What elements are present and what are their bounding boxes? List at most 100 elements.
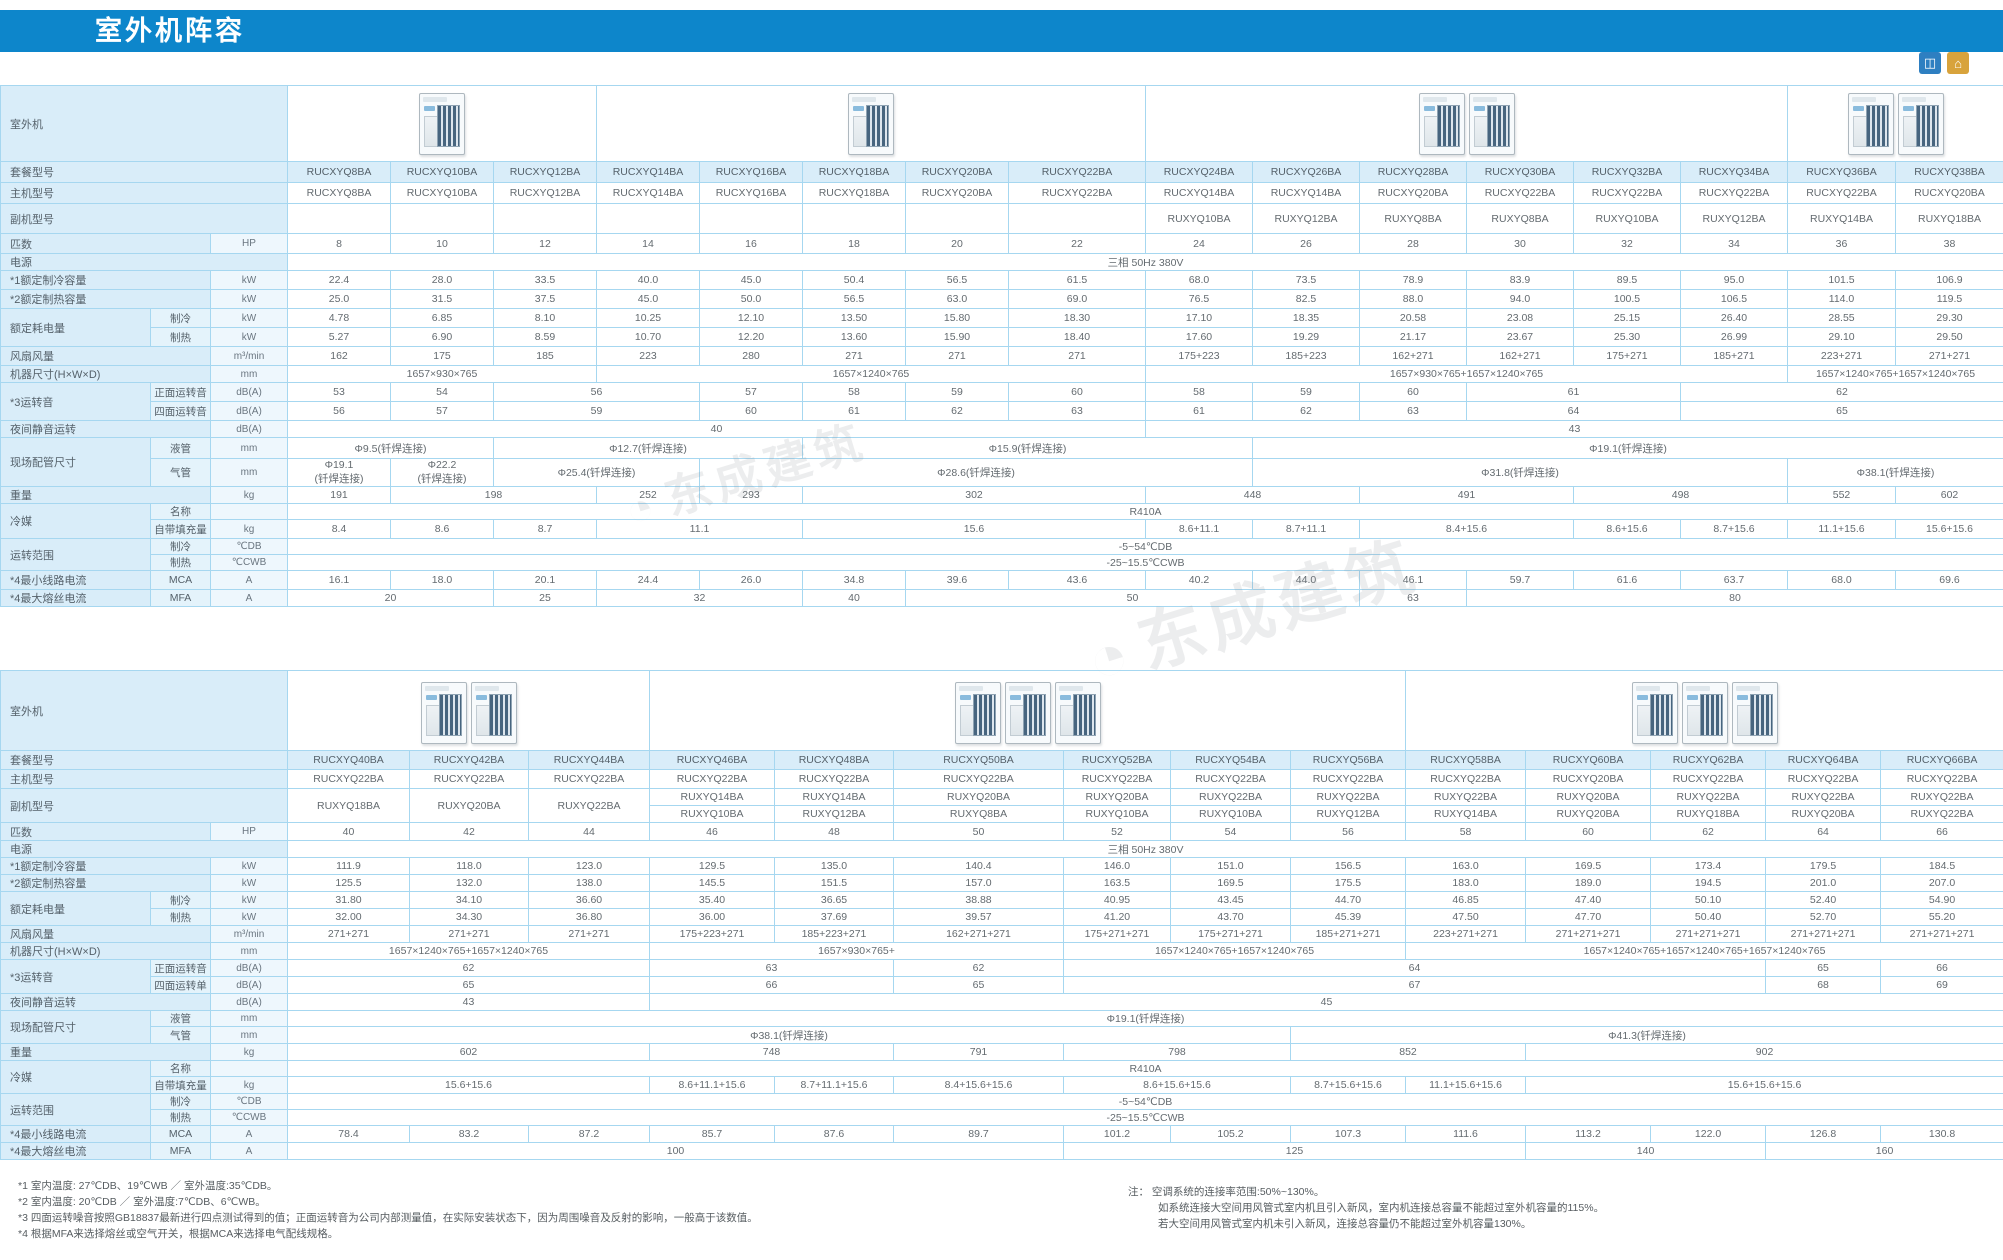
spec-cell: [699, 203, 804, 234]
spec-cell: 47.40: [1525, 891, 1652, 909]
spec-cell: 56.5: [802, 289, 907, 309]
spec-cell: 130.8: [1880, 1125, 2003, 1143]
spec-cell: 28.55: [1787, 308, 1897, 328]
spec-cell: 8.7+15.6+15.6: [1289, 1076, 1407, 1094]
spec-cell: RUXYQ20BA: [409, 788, 529, 823]
spec-cell: 40.95: [1063, 891, 1171, 909]
spec-cell: 169.5: [1170, 874, 1291, 892]
spec-cell: 59: [1252, 382, 1361, 402]
unit-label: HP: [210, 822, 288, 841]
spec-cell: 15.6: [802, 519, 1147, 539]
spec-cell: 40: [286, 420, 1147, 438]
spec-cell: 15.90: [905, 327, 1010, 347]
spec-cell: 160: [1765, 1142, 2003, 1160]
model-name: RUCXYQ60BA: [1525, 750, 1652, 770]
spec-cell: 163.5: [1063, 874, 1171, 892]
spec-cell: 271+271+271: [1650, 925, 1767, 943]
spec-cell: 39.57: [893, 908, 1064, 926]
row-sublabel: 气管: [150, 1026, 211, 1044]
outdoor-unit-image: [470, 682, 517, 744]
spec-cell: 65: [893, 976, 1064, 994]
row-label: 主机型号: [0, 769, 288, 789]
spec-cell: 87.2: [528, 1125, 650, 1143]
row-label: *3运转音: [0, 959, 151, 994]
spec-cell: 65: [287, 976, 650, 994]
spec-cell: RUXYQ18BA: [287, 788, 410, 823]
spec-cell: 1657×1240×765+1657×1240×765+1657×1240×76…: [1405, 942, 2003, 960]
spec-cell: 223: [596, 346, 701, 366]
spec-cell: 52.40: [1765, 891, 1882, 909]
row-label-outdoor-unit: 室外机: [0, 85, 288, 162]
spec-cell: RUXYQ10BA: [1145, 203, 1254, 234]
spec-cell: 20.1: [492, 570, 598, 590]
spec-cell: 50.10: [1650, 891, 1767, 909]
row-label: 冷媒: [0, 1060, 151, 1094]
spec-cell: [596, 203, 701, 234]
spec-cell: Φ31.8(钎焊连接): [1252, 458, 1789, 487]
model-name: RUCXYQ22BA: [1008, 161, 1147, 183]
model-name: RUCXYQ16BA: [699, 161, 804, 183]
spec-cell: 8.59: [492, 327, 598, 347]
model-name: RUCXYQ62BA: [1650, 750, 1767, 770]
spec-cell: 169.5: [1525, 857, 1652, 875]
spec-cell: 83.2: [409, 1125, 529, 1143]
spec-cell: [492, 203, 598, 234]
spec-cell: 44.70: [1289, 891, 1407, 909]
spec-cell: 8.6+15.6: [1573, 519, 1682, 539]
spec-cell: 8.6+11.1: [1145, 519, 1254, 539]
spec-cell: RUXYQ20BA: [1765, 805, 1882, 823]
spec-cell: 24: [1145, 233, 1254, 254]
spec-cell: 271+271: [287, 925, 410, 943]
row-label: 副机型号: [0, 788, 288, 823]
spec-cell: 64: [1765, 822, 1882, 841]
spec-cell: 185+223+271: [774, 925, 894, 943]
model-name: RUCXYQ44BA: [528, 750, 650, 770]
unit-label: kW: [210, 874, 288, 892]
spec-cell: 183.0: [1405, 874, 1527, 892]
spec-cell: 293: [699, 486, 804, 504]
spec-cell: 201.0: [1765, 874, 1882, 892]
spec-cell: 64: [1466, 401, 1682, 421]
spec-cell: 14: [596, 233, 701, 254]
spec-cell: RUCXYQ22BA: [1289, 769, 1407, 789]
spec-cell: RUCXYQ22BA: [1787, 182, 1897, 204]
spec-cell: Φ12.7(钎焊连接): [492, 437, 804, 459]
unit-label: A: [210, 1142, 288, 1160]
unit-label: m³/min: [210, 925, 288, 943]
badge-icon-blue[interactable]: ◫: [1919, 52, 1941, 74]
spec-cell: RUCXYQ22BA: [649, 769, 775, 789]
spec-cell: 67: [1062, 976, 1767, 994]
row-label: *4最小线路电流: [0, 570, 151, 590]
footnote-line: *3 四面运转噪音按照GB18837最新进行四点测试得到的值；正面运转音为公司内…: [18, 1212, 758, 1224]
spec-cell: 47.70: [1525, 908, 1652, 926]
spec-cell: 34.30: [409, 908, 529, 926]
spec-cell: 26.40: [1680, 308, 1789, 328]
row-label: 主机型号: [0, 182, 288, 204]
outdoor-unit-image: [1731, 682, 1778, 744]
spec-cell: RUCXYQ20BA: [1359, 182, 1468, 204]
model-name: RUCXYQ66BA: [1880, 750, 2003, 770]
page-title: 室外机阵容: [95, 16, 245, 46]
outdoor-unit-image: [848, 93, 895, 155]
spec-cell: 118.0: [409, 857, 529, 875]
spec-cell: 95.0: [1680, 270, 1789, 290]
spec-cell: 55.20: [1880, 908, 2003, 926]
row-sublabel: 气管: [150, 458, 211, 487]
spec-cell: 185+271+271: [1289, 925, 1407, 943]
spec-cell: 43.6: [1008, 570, 1147, 590]
spec-cell: 60: [1525, 822, 1652, 841]
unit-label: HP: [210, 233, 288, 254]
spec-cell: RUXYQ8BA: [1359, 203, 1468, 234]
spec-cell: RUXYQ14BA: [774, 788, 894, 806]
spec-cell: 175+271: [1573, 346, 1682, 366]
model-name: RUCXYQ38BA: [1895, 161, 2003, 183]
spec-cell: 101.5: [1787, 270, 1897, 290]
spec-cell: 68.0: [1145, 270, 1254, 290]
spec-cell: 146.0: [1063, 857, 1171, 875]
spec-cell: 60: [699, 401, 804, 421]
spec-cell: [648, 670, 1407, 751]
spec-cell: 44: [528, 822, 650, 841]
spec-cell: 185: [492, 346, 598, 366]
badge-icon-gold[interactable]: ⌂: [1947, 52, 1969, 74]
